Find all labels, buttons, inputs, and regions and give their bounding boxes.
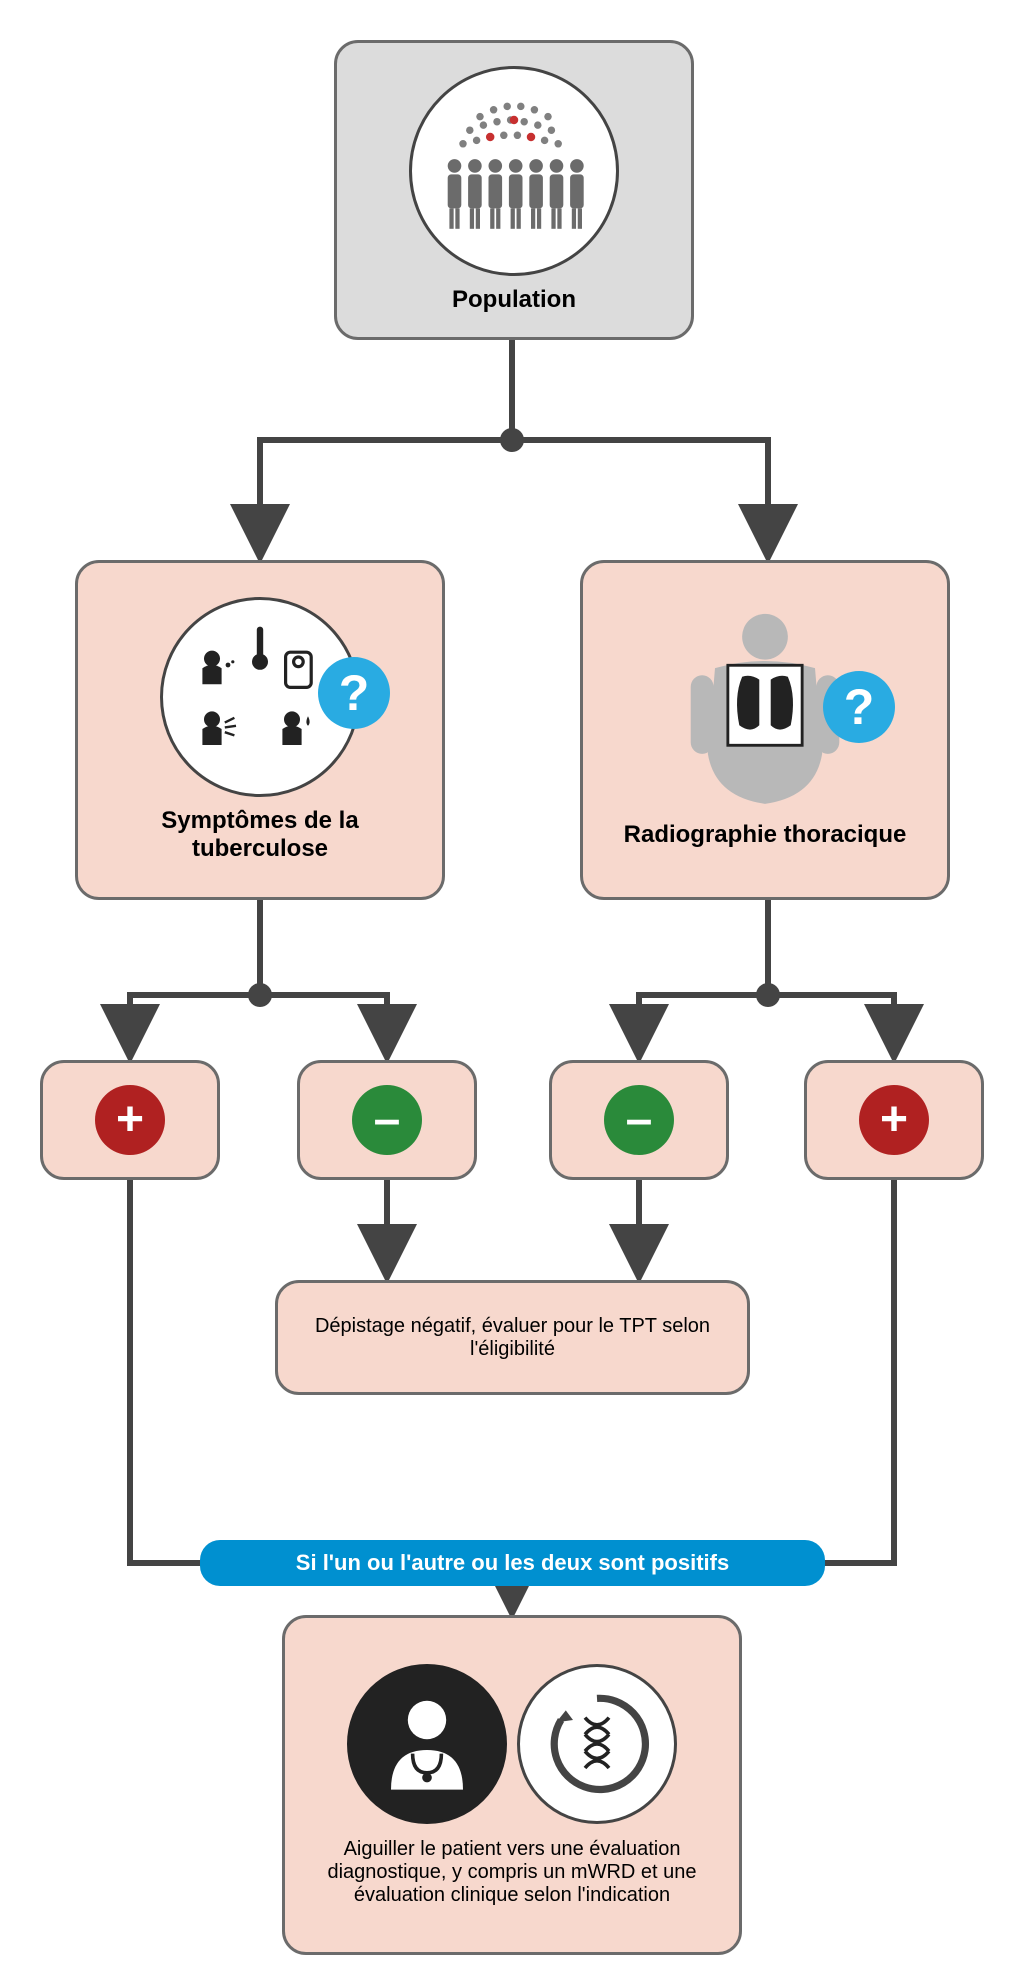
question-badge-text: ? xyxy=(339,664,370,722)
node-negative-screening: Dépistage négatif, évaluer pour le TPT s… xyxy=(275,1280,750,1395)
population-icon xyxy=(409,66,619,276)
symptoms-label: Symptômes de la tuberculose xyxy=(110,807,410,863)
node-symptoms: ? Symptômes de la tuberculose xyxy=(75,560,445,900)
plus-icon: + xyxy=(95,1085,165,1155)
minus-icon: – xyxy=(352,1085,422,1155)
minus-icon: – xyxy=(604,1085,674,1155)
question-badge-icon: ? xyxy=(823,671,895,743)
plus-icon: + xyxy=(859,1085,929,1155)
dna-test-icon xyxy=(517,1664,677,1824)
node-population: Population xyxy=(334,40,694,340)
result-symptoms-positive: + xyxy=(40,1060,220,1180)
condition-pill: Si l'un ou l'autre ou les deux sont posi… xyxy=(200,1540,825,1586)
radiography-label: Radiographie thoracique xyxy=(624,821,907,849)
negative-screening-text: Dépistage négatif, évaluer pour le TPT s… xyxy=(294,1315,731,1361)
question-badge-text: ? xyxy=(844,678,875,736)
population-label: Population xyxy=(452,286,576,314)
node-diagnostic: Aiguiller le patient vers une évaluation… xyxy=(282,1615,742,1955)
result-radiography-positive: + xyxy=(804,1060,984,1180)
flowchart-canvas: Population xyxy=(0,0,1024,1979)
question-badge-icon: ? xyxy=(318,657,390,729)
diagnostic-text: Aiguiller le patient vers une évaluation… xyxy=(312,1838,712,1907)
condition-pill-text: Si l'un ou l'autre ou les deux sont posi… xyxy=(296,1550,729,1576)
result-radiography-negative: – xyxy=(549,1060,729,1180)
doctor-icon xyxy=(347,1664,507,1824)
result-symptoms-negative: – xyxy=(297,1060,477,1180)
node-radiography: ? Radiographie thoracique xyxy=(580,560,950,900)
